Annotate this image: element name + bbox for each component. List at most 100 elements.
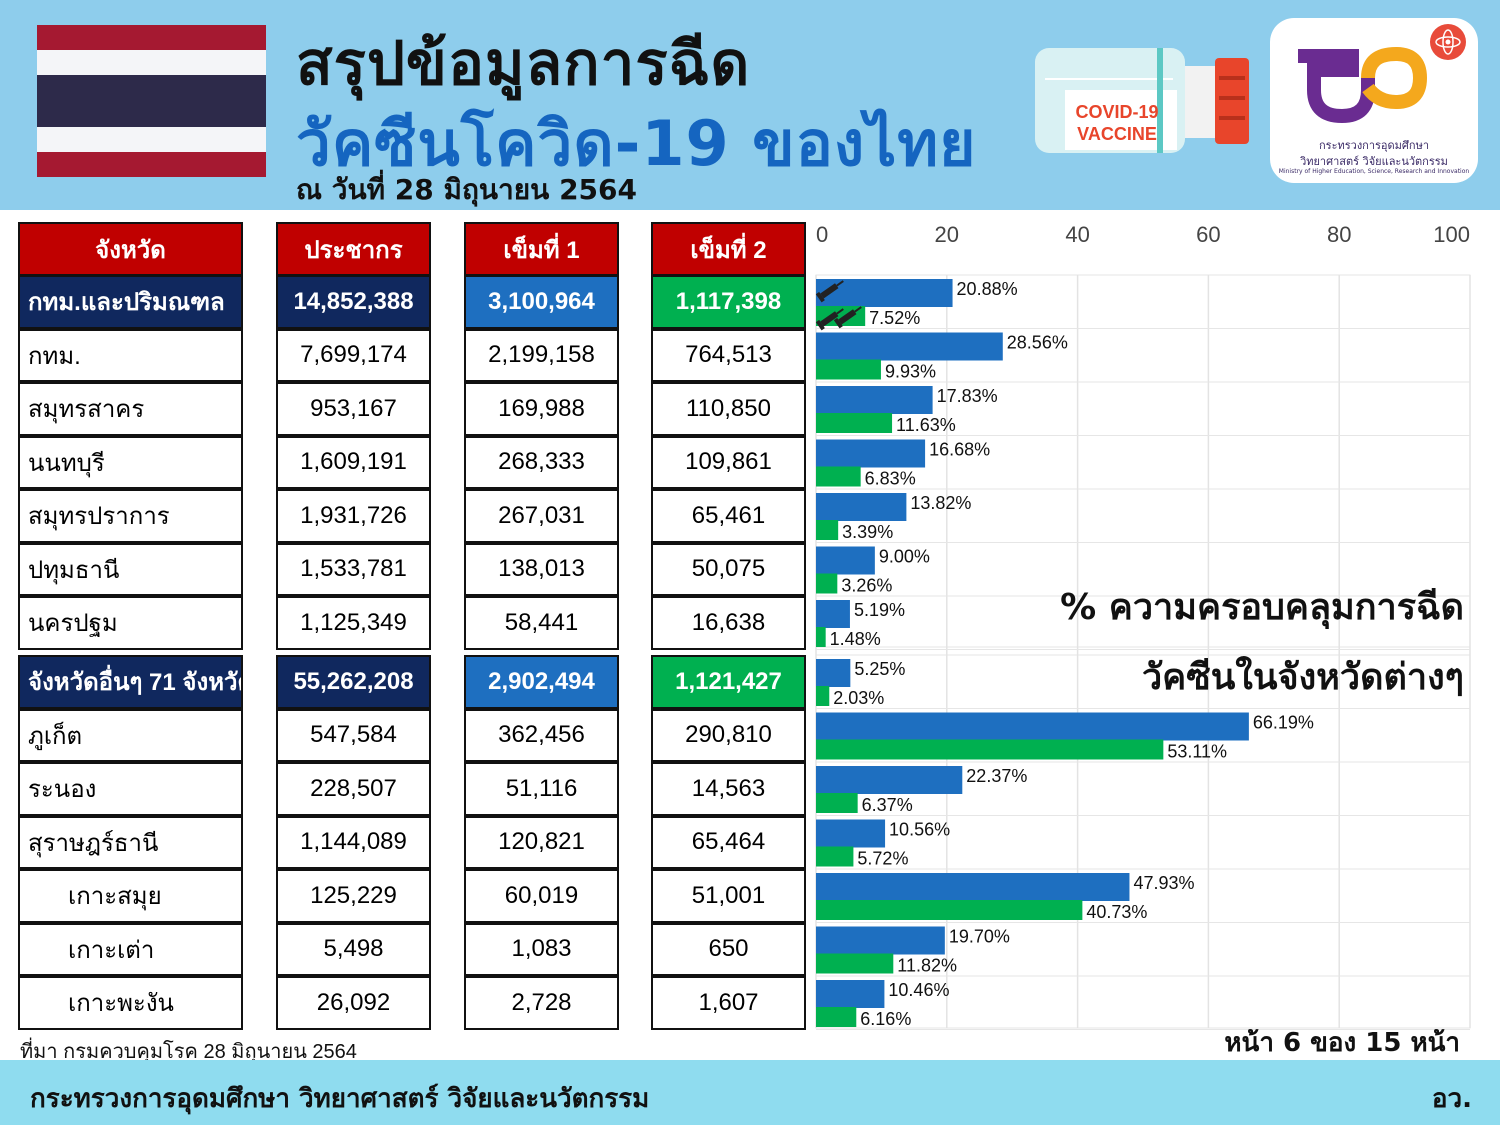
data-label-dose2: 2.03% (833, 688, 884, 708)
syringe-icon (815, 308, 844, 331)
x-tick-label: 0 (816, 222, 828, 247)
table-cell-province: นครปฐม (18, 596, 243, 650)
table-cell-dose2: 110,850 (651, 382, 806, 436)
bar-dose2 (816, 1007, 857, 1027)
coverage-bar-chart: 0 20 40 60 80 100 20.88% 7.52% 28.56% 9.93%17.83%… (815, 222, 1471, 1030)
table-cell-dose1: 60,019 (464, 869, 619, 923)
table-cell-population: 1,144,089 (276, 815, 431, 869)
bar-dose1 (816, 819, 886, 848)
table-cell-province: เกาะพะงัน (18, 976, 243, 1030)
bar-dose2 (816, 573, 838, 594)
bar-dose2 (816, 413, 893, 433)
table-cell-dose1: 120,821 (464, 815, 619, 869)
table-cell-population: 7,699,174 (276, 328, 431, 382)
bar-dose1 (816, 493, 907, 521)
data-label-dose2: 5.72% (857, 849, 908, 869)
table-cell-population: 547,584 (276, 708, 431, 762)
data-label-dose1: 66.19% (1253, 713, 1314, 733)
summary-cell-population: 55,262,208 (276, 655, 431, 709)
logo-text-2: วิทยาศาสตร์ วิจัยและนวัตกรรม (1300, 155, 1448, 168)
table-cell-dose2: 14,563 (651, 762, 806, 816)
bar-dose1 (816, 546, 875, 575)
data-label-dose1: 17.83% (937, 386, 998, 406)
table-cell-province: กทม. (18, 328, 243, 382)
data-label-dose1: 47.93% (1133, 873, 1194, 893)
table-cell-population: 1,533,781 (276, 542, 431, 596)
mhesi-logo-icon (1298, 24, 1466, 124)
data-label-dose2: 3.39% (842, 522, 893, 542)
table-cell-dose2: 65,461 (651, 489, 806, 543)
bar-dose1 (816, 712, 1249, 741)
data-label-dose2: 9.93% (885, 362, 936, 382)
summary-cell-dose2: 1,117,398 (651, 275, 806, 329)
table-cell-dose2: 290,810 (651, 708, 806, 762)
data-label-dose1: 22.37% (966, 766, 1027, 786)
data-label-dose1: 9.00% (879, 547, 930, 567)
bar-dose2 (816, 627, 826, 647)
summary-cell-dose1: 2,902,494 (464, 655, 619, 709)
bar-dose2 (816, 520, 839, 540)
thai-flag-icon (37, 25, 266, 177)
data-label-dose2: 7.52% (869, 308, 920, 328)
table-cell-dose1: 362,456 (464, 708, 619, 762)
data-label-dose1: 10.56% (889, 820, 950, 840)
bar-dose1 (816, 873, 1130, 901)
table-cell-population: 228,507 (276, 762, 431, 816)
data-label-dose1: 19.70% (949, 927, 1010, 947)
bar-dose2 (816, 686, 830, 706)
data-label-dose2: 6.16% (860, 1009, 911, 1029)
summary-cell-dose1: 3,100,964 (464, 275, 619, 329)
data-label-dose1: 5.19% (854, 600, 905, 620)
source-note: ที่มา กรมควบคุมโรค 28 มิถุนายน 2564 (20, 1041, 357, 1063)
data-label-dose2: 3.26% (841, 576, 892, 596)
x-tick-label: 60 (1196, 222, 1220, 247)
table-cell-dose2: 109,861 (651, 435, 806, 489)
x-tick-label: 40 (1065, 222, 1089, 247)
data-label-dose1: 10.46% (888, 980, 949, 1000)
table-cell-dose1: 268,333 (464, 435, 619, 489)
table-cell-population: 1,125,349 (276, 596, 431, 650)
column-header-dose2: เข็มที่ 2 (651, 222, 806, 276)
table-cell-population: 26,092 (276, 976, 431, 1030)
table-cell-dose2: 51,001 (651, 869, 806, 923)
syringe-icon (833, 306, 862, 329)
data-label-dose2: 40.73% (1086, 902, 1147, 922)
table-cell-population: 953,167 (276, 382, 431, 436)
syringe-icon (815, 280, 844, 303)
bar-dose2 (816, 793, 858, 813)
title-line1: สรุปข้อมูลการฉีด (296, 29, 751, 99)
vaccine-vial-icon: COVID-19 VACCINE (1035, 48, 1249, 153)
data-label-dose1: 13.82% (910, 493, 971, 513)
table-cell-dose1: 2,199,158 (464, 328, 619, 382)
header-banner: สรุปข้อมูลการฉีด วัคซีนโควิด-19 ของไทย ณ… (0, 0, 1500, 210)
summary-cell-province: จังหวัดอื่นๆ 71 จังหวัด (18, 655, 243, 709)
data-label-dose2: 6.37% (862, 795, 913, 815)
summary-cell-population: 14,852,388 (276, 275, 431, 329)
date-subtitle: ณ วันที่ 28 มิถุนายน 2564 (296, 173, 638, 206)
bar-dose2 (816, 739, 1164, 760)
chart-title-line1: % ความครอบคลุมการฉีด (1060, 587, 1464, 628)
vial-label-1: COVID-19 (1075, 102, 1158, 122)
title-line2: วัคซีนโควิด-19 ของไทย (296, 107, 977, 180)
data-label-dose1: 16.68% (929, 440, 990, 460)
table-cell-dose2: 16,638 (651, 596, 806, 650)
table-cell-dose1: 138,013 (464, 542, 619, 596)
bar-dose2 (816, 359, 881, 380)
data-label-dose2: 1.48% (830, 629, 881, 649)
table-cell-province: ปทุมธานี (18, 542, 243, 596)
table-cell-province: นนทบุรี (18, 435, 243, 489)
table-cell-population: 125,229 (276, 869, 431, 923)
bar-dose1 (816, 980, 885, 1008)
footer-bar: กระทรวงการอุดมศึกษา วิทยาศาสตร์ วิจัยและ… (0, 1060, 1500, 1125)
data-label-dose2: 11.63% (896, 415, 956, 435)
table-cell-province: ระนอง (18, 762, 243, 816)
table-cell-dose1: 58,441 (464, 596, 619, 650)
data-label-dose2: 6.83% (865, 469, 916, 489)
logo-text-1: กระทรวงการอุดมศึกษา (1319, 139, 1429, 152)
table-cell-dose2: 650 (651, 922, 806, 976)
bar-dose1 (816, 926, 945, 955)
table-cell-dose2: 65,464 (651, 815, 806, 869)
table-cell-dose2: 50,075 (651, 542, 806, 596)
bar-dose2 (816, 466, 861, 487)
x-tick-label: 100 (1433, 222, 1470, 247)
